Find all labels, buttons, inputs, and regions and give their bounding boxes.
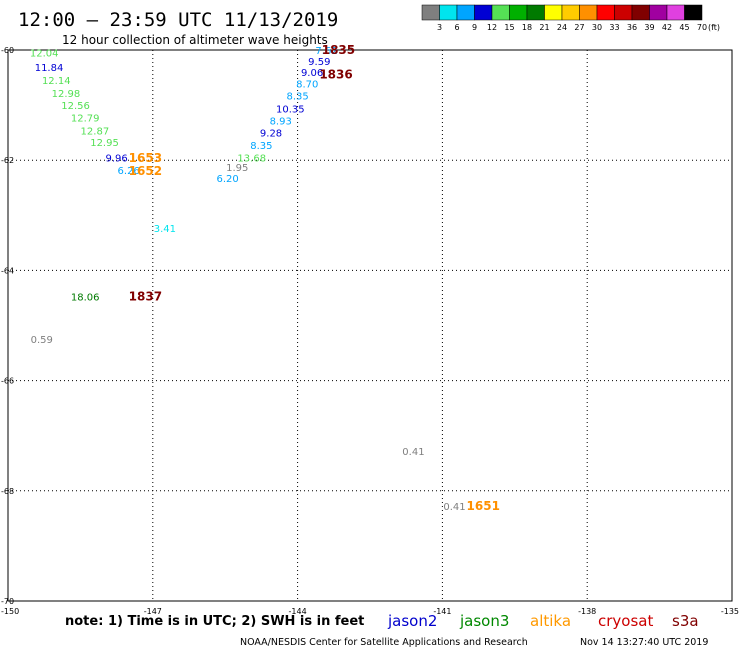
wave-height-label: 8.93 [270, 116, 292, 127]
colorbar-swatch [684, 4, 703, 21]
colorbar-swatch [474, 4, 493, 21]
chart-title: 12:00 — 23:59 UTC 11/13/2019 [18, 9, 338, 31]
satellite-legend-cryosat: cryosat [598, 612, 653, 630]
plot-area: -150 -147 -144 -141 -138 -135 -60 -62 -64 -66 -68 -… [1, 43, 739, 616]
wave-height-label: 0.41 [443, 502, 465, 513]
colorbar-swatch [509, 4, 528, 21]
wave-height-label: 9.59 [308, 57, 330, 68]
colorbar-swatch [561, 4, 580, 21]
colorbar-swatch [666, 4, 685, 21]
colorbar-swatch [421, 4, 440, 21]
colorbar-swatch [596, 4, 615, 21]
x-tick-label: -138 [578, 607, 596, 616]
y-tick-label: -62 [1, 156, 14, 165]
colorbar-label: 15 [504, 23, 514, 32]
wave-height-label: 9.28 [260, 129, 282, 140]
colorbar-label: 18 [522, 23, 532, 32]
colorbar-swatch [614, 4, 633, 21]
colorbar-label: 30 [592, 23, 602, 32]
colorbar-swatch [579, 4, 598, 21]
colorbar-label: 36 [627, 23, 637, 32]
pass-time-label: 1653 [129, 151, 162, 165]
wave-height-label: 7.62 [315, 46, 337, 57]
colorbar-label: 12 [487, 23, 497, 32]
credit-agency: NOAA/NESDIS Center for Satellite Applica… [240, 637, 528, 648]
wave-height-label: 6.26 [118, 166, 140, 177]
colorbar-swatch [544, 4, 563, 21]
wave-height-label: 8.70 [296, 79, 318, 90]
wave-height-label: 9.96 [105, 153, 127, 164]
wave-height-label: 12.79 [71, 114, 100, 125]
credit-timestamp: Nov 14 13:27:40 UTC 2019 [580, 637, 708, 648]
y-tick-label: -68 [1, 487, 14, 496]
wave-height-label: 8.35 [250, 141, 272, 152]
colorbar-label: 33 [609, 23, 619, 32]
x-tick-label: -144 [289, 607, 307, 616]
colorbar-legend: 3 6 9 12 15 18 21 24 27 30 33 36 39 42 45 70 (ft) [421, 4, 720, 32]
wave-height-label: 9.06 [301, 68, 323, 79]
y-tick-label: -66 [1, 377, 14, 386]
plot-frame [7, 49, 733, 602]
pass-time-label: 1652 [129, 164, 162, 178]
footer-note: note: 1) Time is in UTC; 2) SWH is in fe… [65, 614, 364, 629]
wave-height-label: 13.68 [237, 153, 266, 164]
colorbar-label: 21 [539, 23, 549, 32]
wave-height-label: 12.04 [30, 49, 59, 60]
wave-height-label: 12.95 [90, 138, 119, 149]
wave-height-label: 8.35 [286, 92, 308, 103]
y-tick-label: -70 [1, 597, 14, 606]
pass-time-label: 1836 [319, 68, 352, 82]
wave-height-label: 10.35 [276, 104, 305, 115]
x-tick-label: -150 [1, 607, 19, 616]
colorbar-swatch [631, 4, 650, 21]
wave-height-label: 0.59 [31, 335, 53, 346]
wave-height-label: 12.98 [52, 89, 81, 100]
colorbar-swatch [456, 4, 475, 21]
satellite-legend-jason3: jason3 [459, 612, 509, 630]
pass-time-label: 1835 [322, 43, 355, 57]
colorbar-swatch [649, 4, 668, 21]
colorbar-label: 42 [662, 23, 672, 32]
colorbar-label: 9 [472, 23, 477, 32]
wave-height-label: 12.56 [61, 101, 90, 112]
colorbar-label: 27 [574, 23, 584, 32]
satellite-legend: jason2 jason3 altika cryosat s3a [387, 612, 699, 630]
colorbar-label: 3 [437, 23, 442, 32]
wave-height-label: 18.06 [71, 293, 100, 304]
colorbar-label: 45 [679, 23, 689, 32]
x-tick-label: -135 [721, 607, 739, 616]
wave-height-label: 12.87 [81, 126, 110, 137]
wave-height-label: 0.41 [402, 447, 424, 458]
colorbar-swatch [526, 4, 545, 21]
satellite-legend-altika: altika [530, 612, 571, 630]
satellite-legend-jason2: jason2 [387, 612, 437, 630]
x-tick-label: -147 [144, 607, 162, 616]
colorbar-label: 6 [454, 23, 459, 32]
chart-subtitle: 12 hour collection of altimeter wave hei… [62, 33, 328, 47]
pass-time-label: 1651 [467, 499, 500, 513]
wave-height-label: 1.95 [226, 163, 248, 174]
x-tick-label: -141 [433, 607, 451, 616]
colorbar-label: 70 [697, 23, 707, 32]
colorbar-unit: (ft) [708, 23, 720, 32]
colorbar-swatch [491, 4, 510, 21]
colorbar-label: 24 [557, 23, 567, 32]
wave-height-label: 3.41 [154, 224, 176, 235]
y-tick-label: -64 [1, 266, 14, 275]
colorbar-label: 39 [644, 23, 654, 32]
colorbar-swatch [439, 4, 458, 21]
y-tick-label: -60 [1, 46, 14, 55]
wave-height-label: 6.20 [216, 174, 238, 185]
wave-height-label: 12.14 [42, 76, 71, 87]
satellite-legend-s3a: s3a [672, 612, 699, 630]
pass-time-label: 1837 [129, 290, 162, 304]
wave-height-label: 11.84 [35, 63, 64, 74]
